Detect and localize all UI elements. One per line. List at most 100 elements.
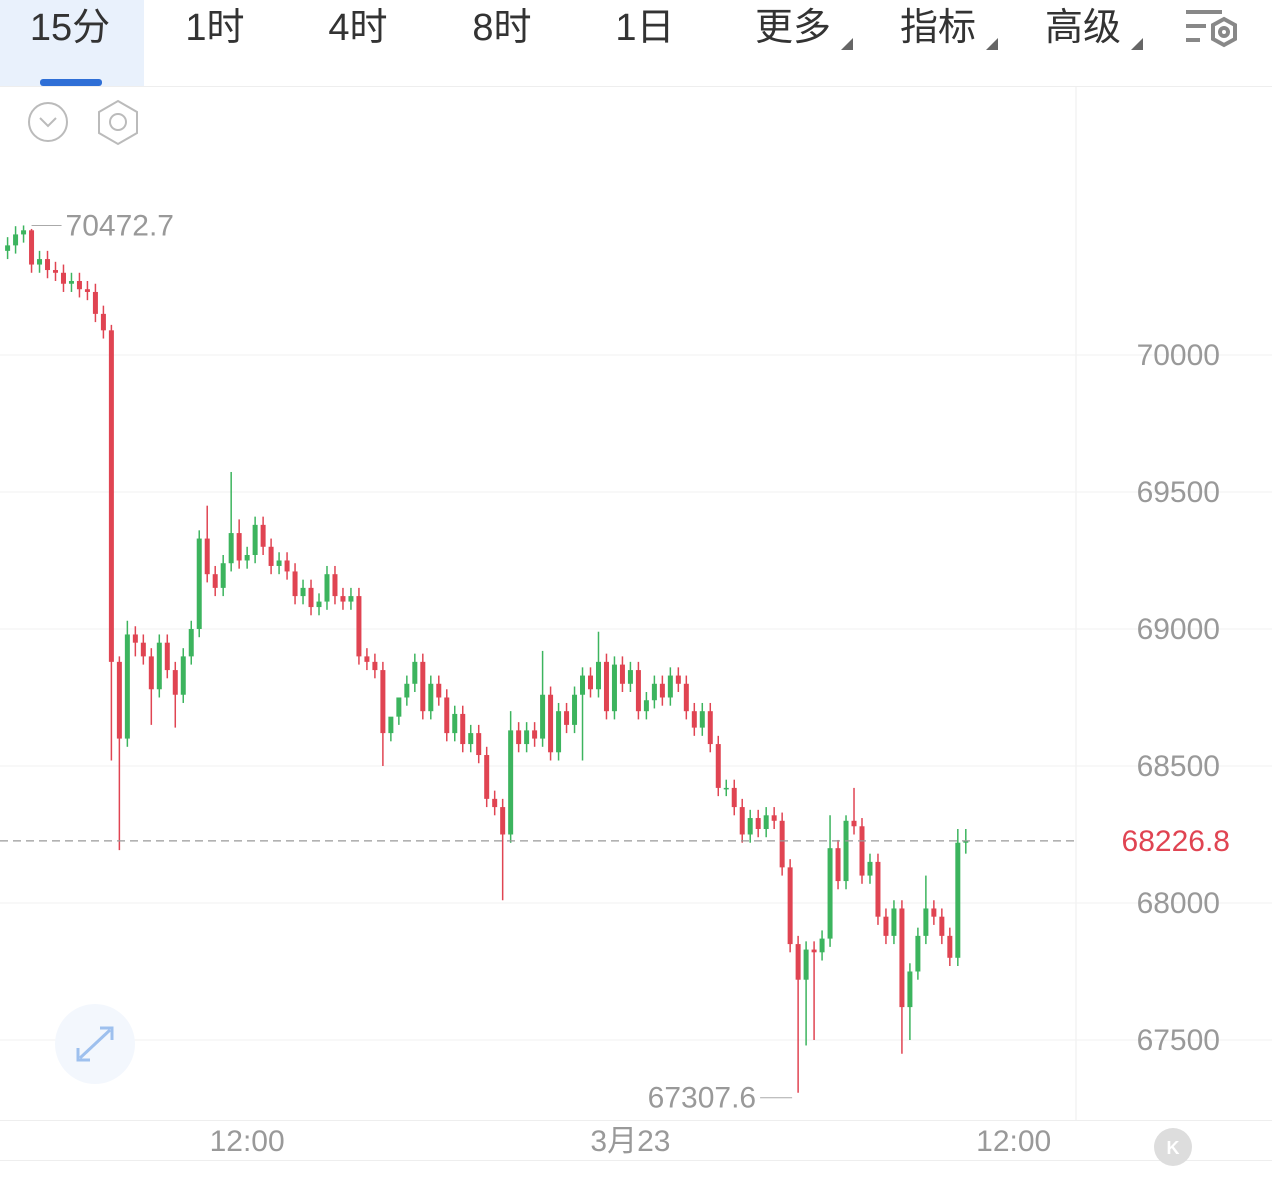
- candle-body: [108, 330, 114, 662]
- indicator-settings-icon[interactable]: [98, 99, 138, 146]
- candle-body: [627, 670, 633, 684]
- candle-body: [364, 656, 370, 662]
- candle-body: [236, 533, 242, 561]
- candle-body: [340, 596, 346, 602]
- fullscreen-button[interactable]: [55, 1004, 135, 1084]
- candle-body: [715, 744, 721, 788]
- candle-body: [731, 787, 737, 808]
- candle-body: [172, 670, 178, 695]
- candle-body: [60, 272, 66, 284]
- candle-body: [931, 908, 937, 917]
- active-tab-bg: [0, 0, 144, 86]
- candle-body: [45, 259, 51, 271]
- candle-body: [116, 661, 122, 739]
- candle-body: [148, 656, 154, 690]
- candle-body: [84, 289, 90, 292]
- candle-body: [683, 683, 689, 712]
- candle-body: [763, 815, 769, 830]
- candle-body: [132, 634, 138, 643]
- candle-body: [580, 675, 586, 695]
- candle-body: [564, 711, 570, 725]
- candle-body: [827, 848, 833, 939]
- candle-body: [284, 560, 290, 572]
- candle-body: [643, 700, 649, 712]
- dropdown-arrow: [1131, 38, 1143, 50]
- max-price-label: 70472.7: [66, 209, 174, 242]
- candle-body: [603, 661, 609, 712]
- candle-body: [659, 683, 665, 698]
- candle-body: [819, 938, 825, 953]
- svg-text:K: K: [1167, 1138, 1180, 1158]
- candle-body: [556, 711, 562, 753]
- k-button[interactable]: K: [1154, 1128, 1192, 1166]
- candle-body: [196, 538, 202, 629]
- timeframe-tab[interactable]: 4时: [328, 7, 387, 49]
- settings-icon[interactable]: [1186, 10, 1237, 48]
- y-tick-label: 68000: [1137, 887, 1220, 920]
- candle-body: [308, 587, 314, 608]
- timeframe-tab[interactable]: 高级: [1045, 7, 1121, 49]
- candle-body: [859, 826, 865, 876]
- candle-body: [292, 571, 298, 597]
- dropdown-arrow: [841, 38, 853, 50]
- candle-body: [963, 840, 969, 843]
- timeframe-tab[interactable]: 1日: [615, 7, 674, 49]
- last-price-bg: [1078, 818, 1272, 863]
- timeframe-tab[interactable]: 8时: [472, 7, 531, 49]
- candle-body: [212, 574, 218, 588]
- last-price-label: 68226.8: [1122, 825, 1230, 858]
- candle-body: [5, 245, 11, 251]
- candle-body: [220, 563, 226, 588]
- candle-body: [428, 683, 434, 712]
- candle-body: [923, 908, 929, 936]
- candle-body: [532, 730, 538, 739]
- candle-body: [875, 861, 881, 917]
- candle-body: [915, 935, 921, 972]
- y-tick-label: 70000: [1137, 339, 1220, 372]
- candle-body: [508, 730, 514, 835]
- candle-body: [851, 820, 857, 827]
- candle-body: [611, 664, 617, 712]
- candle-body: [388, 716, 394, 734]
- candle-body: [180, 656, 186, 695]
- candle-body: [204, 538, 210, 575]
- timeframe-tab[interactable]: 更多: [755, 7, 831, 49]
- x-tick-label: 3月23: [590, 1125, 670, 1158]
- candle-body: [667, 675, 673, 698]
- candle-body: [779, 820, 785, 868]
- candle-body: [651, 683, 657, 701]
- candle-body: [747, 818, 753, 835]
- candle-body: [883, 916, 889, 936]
- candle-body: [348, 596, 354, 602]
- candle-body: [835, 848, 841, 882]
- active-tab-indicator: [40, 79, 102, 86]
- candle-body: [252, 524, 258, 556]
- candle-body: [13, 234, 19, 246]
- candle-body: [795, 944, 801, 980]
- candle-body: [524, 730, 530, 745]
- candle-body: [843, 820, 849, 882]
- candle-body: [188, 628, 194, 657]
- candle-body: [476, 733, 482, 756]
- candle-body: [619, 664, 625, 684]
- candle-body: [947, 935, 953, 958]
- candle-body: [723, 787, 729, 790]
- timeframe-tab[interactable]: 1时: [185, 7, 244, 49]
- candle-body: [68, 280, 74, 284]
- timeframe-tab[interactable]: 15分: [30, 7, 110, 49]
- candle-body: [691, 711, 697, 728]
- candle-body: [675, 675, 681, 684]
- y-tick-label: 68500: [1137, 750, 1220, 783]
- candle-body: [92, 291, 98, 314]
- candle-body: [516, 730, 522, 745]
- x-tick-label: 12:00: [976, 1125, 1051, 1158]
- candle-body: [755, 818, 761, 830]
- x-tick-label: 12:00: [210, 1125, 285, 1158]
- candle-body: [707, 711, 713, 745]
- candle-body: [356, 596, 362, 657]
- candle-body: [380, 670, 386, 734]
- candle-body: [588, 675, 594, 690]
- collapse-icon[interactable]: [28, 102, 68, 142]
- timeframe-tab[interactable]: 指标: [900, 7, 976, 49]
- candle-body: [699, 711, 705, 728]
